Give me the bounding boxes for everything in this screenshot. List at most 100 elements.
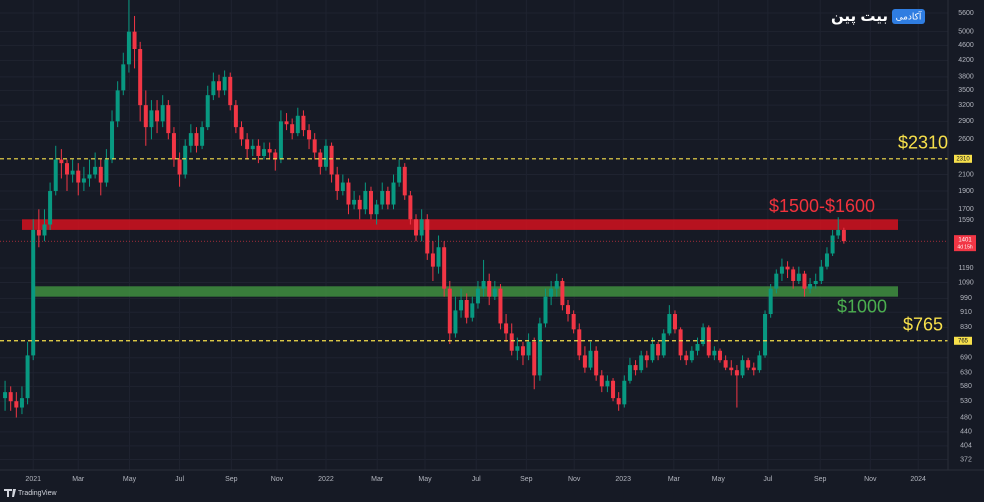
candle-body (605, 380, 610, 387)
candle-body (729, 367, 734, 371)
candles (3, 0, 846, 418)
x-tick-label: Mar (371, 476, 384, 483)
candle-body (397, 166, 402, 183)
x-tick-label: Mar (668, 476, 681, 483)
y-tick-label: 990 (960, 295, 972, 302)
candle-body (768, 288, 773, 315)
x-tick-label: Jul (472, 476, 481, 483)
candle-body (425, 219, 430, 254)
candle-body (374, 204, 379, 215)
candle-body (639, 355, 644, 371)
candle-body (110, 121, 115, 160)
x-tick-label: Mar (72, 476, 85, 483)
candle-body (740, 360, 745, 376)
candle-body (520, 346, 525, 356)
x-tick-label: Nov (568, 476, 581, 483)
x-tick-label: Sep (814, 476, 827, 483)
zone (35, 286, 898, 297)
level-tag-text: 765 (958, 338, 969, 344)
candle-body (335, 174, 340, 191)
candle-body (408, 195, 413, 220)
candle-body (216, 81, 221, 91)
candle-body (802, 273, 807, 289)
candle-body (385, 190, 390, 205)
candle-body (36, 229, 41, 236)
candle-body (340, 182, 345, 191)
candle-body (346, 182, 351, 205)
candle-body (256, 145, 261, 156)
countdown-text: 4d 15h (957, 244, 973, 250)
candle-body (774, 273, 779, 289)
candle-body (633, 365, 638, 371)
zones: $1500-$1600 $1000 (22, 196, 898, 316)
candle-body (64, 163, 69, 175)
levels: $2310 $765 (0, 133, 948, 342)
y-tick-label: 4200 (958, 57, 974, 64)
candle-body (470, 303, 475, 318)
candle-body (211, 81, 216, 96)
candle-body (312, 139, 317, 153)
candle-body (498, 288, 503, 324)
candle-body (171, 133, 176, 160)
candle-body (25, 355, 30, 399)
candle-body (808, 283, 813, 289)
candle-body (290, 124, 295, 134)
candle-body (177, 159, 182, 175)
candle-body (430, 253, 435, 267)
candle-body (115, 90, 120, 122)
candle-body (436, 247, 441, 267)
candle-body (48, 190, 53, 225)
candle-body (205, 95, 210, 128)
x-tick-label: 2024 (910, 476, 926, 483)
candle-body (785, 266, 790, 270)
badge-text: آکادمی (896, 10, 922, 21)
candle-body (571, 314, 576, 330)
y-tick-label: 2100 (958, 171, 974, 178)
candle-body (577, 329, 582, 356)
y-tick-label: 2600 (958, 136, 974, 143)
candle-body (791, 269, 796, 281)
candle-body (549, 288, 554, 297)
candle-body (475, 288, 480, 304)
candle-body (307, 130, 312, 140)
candle-body (132, 31, 137, 50)
candle-body (695, 344, 700, 351)
candle-body (492, 288, 497, 297)
candle-body (526, 341, 531, 356)
candle-body (81, 178, 86, 183)
candle-body (684, 355, 689, 361)
candle-body (560, 280, 565, 306)
candle-body (734, 370, 739, 376)
y-tick-label: 404 (960, 443, 972, 450)
candle-body (228, 76, 233, 106)
candle-body (718, 350, 723, 361)
zone-label: $1500-$1600 (769, 196, 875, 216)
candle-body (543, 296, 548, 324)
candle-body (194, 133, 199, 146)
current-price-text: 1401 (958, 238, 972, 244)
candle-body (667, 314, 672, 334)
candle-body (222, 76, 227, 91)
y-tick-label: 1190 (958, 265, 973, 272)
zone (22, 219, 898, 230)
level-tag (954, 336, 972, 345)
candle-body (278, 121, 283, 160)
candle-body (380, 190, 385, 205)
candle-body (155, 110, 160, 122)
level-tag-text: 2310 (956, 156, 970, 162)
candle-body (622, 380, 627, 405)
y-tick-label: 2900 (958, 118, 974, 125)
y-tick-label: 5600 (958, 10, 974, 17)
brand-text: بیت پین (831, 8, 888, 26)
y-tick-label: 5000 (958, 29, 974, 36)
candle-body (481, 280, 486, 289)
level-tag (954, 154, 972, 163)
badge-bg (892, 9, 925, 24)
candle-body (819, 266, 824, 281)
candle-body (672, 314, 677, 330)
candle-body (751, 367, 756, 371)
candle-body (143, 105, 148, 128)
level-label: $765 (903, 315, 943, 335)
